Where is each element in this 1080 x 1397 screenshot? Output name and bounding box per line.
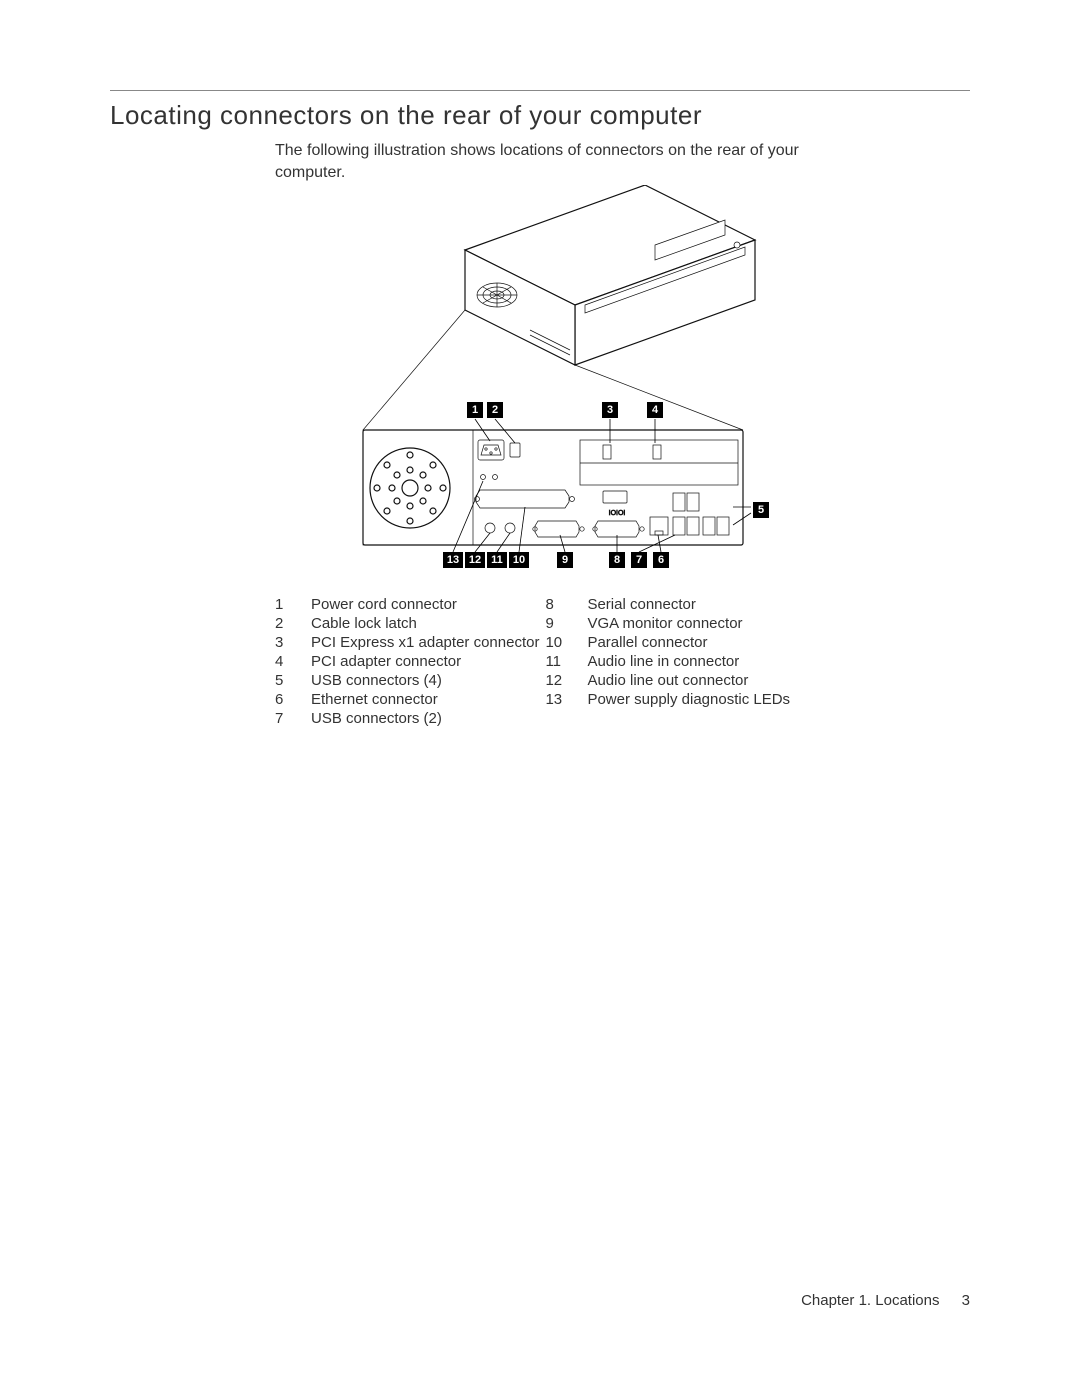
legend-row: 4PCI adapter connector 11Audio line in c… bbox=[275, 652, 796, 671]
power-inlet-icon bbox=[478, 440, 504, 460]
svg-text:12: 12 bbox=[469, 554, 481, 566]
svg-text:11: 11 bbox=[491, 554, 503, 566]
rear-panel-figure: IOIOI bbox=[355, 185, 785, 585]
ethernet-port-icon bbox=[650, 517, 668, 535]
svg-text:5: 5 bbox=[758, 504, 764, 516]
connector-legend: 1Power cord connector 8Serial connector … bbox=[275, 595, 796, 728]
svg-text:3: 3 bbox=[607, 404, 613, 416]
legend-row: 7USB connectors (2) bbox=[275, 709, 796, 728]
page-footer: Chapter 1. Locations 3 bbox=[0, 1292, 1080, 1309]
legend-row: 2Cable lock latch 9VGA monitor connector bbox=[275, 614, 796, 633]
svg-text:8: 8 bbox=[614, 554, 620, 566]
svg-text:6: 6 bbox=[658, 554, 664, 566]
rear-panel-svg: IOIOI bbox=[355, 185, 785, 585]
intro-paragraph: The following illustration shows locatio… bbox=[275, 140, 835, 183]
section-heading: Locating connectors on the rear of your … bbox=[110, 100, 702, 131]
legend-row: 6Ethernet connector 13Power supply diagn… bbox=[275, 690, 796, 709]
svg-text:4: 4 bbox=[652, 404, 659, 416]
legend-row: 5USB connectors (4) 12Audio line out con… bbox=[275, 671, 796, 690]
svg-text:9: 9 bbox=[562, 554, 568, 566]
svg-text:2: 2 bbox=[492, 404, 498, 416]
top-rule bbox=[110, 90, 970, 91]
svg-text:IOIOI: IOIOI bbox=[609, 510, 626, 517]
iso-computer-icon bbox=[465, 185, 755, 365]
legend-row: 3PCI Express x1 adapter connector 10Para… bbox=[275, 633, 796, 652]
svg-text:13: 13 bbox=[447, 554, 459, 566]
page: Locating connectors on the rear of your … bbox=[0, 0, 1080, 1397]
vga-port-icon bbox=[533, 521, 584, 537]
rear-panel-detail: IOIOI bbox=[363, 430, 743, 545]
svg-text:10: 10 bbox=[513, 554, 525, 566]
svg-text:1: 1 bbox=[472, 404, 478, 416]
footer-page-number: 3 bbox=[962, 1292, 970, 1309]
parallel-port-icon bbox=[475, 490, 575, 508]
legend-row: 1Power cord connector 8Serial connector bbox=[275, 595, 796, 614]
svg-text:7: 7 bbox=[636, 554, 642, 566]
footer-chapter: Chapter 1. Locations bbox=[801, 1292, 939, 1309]
